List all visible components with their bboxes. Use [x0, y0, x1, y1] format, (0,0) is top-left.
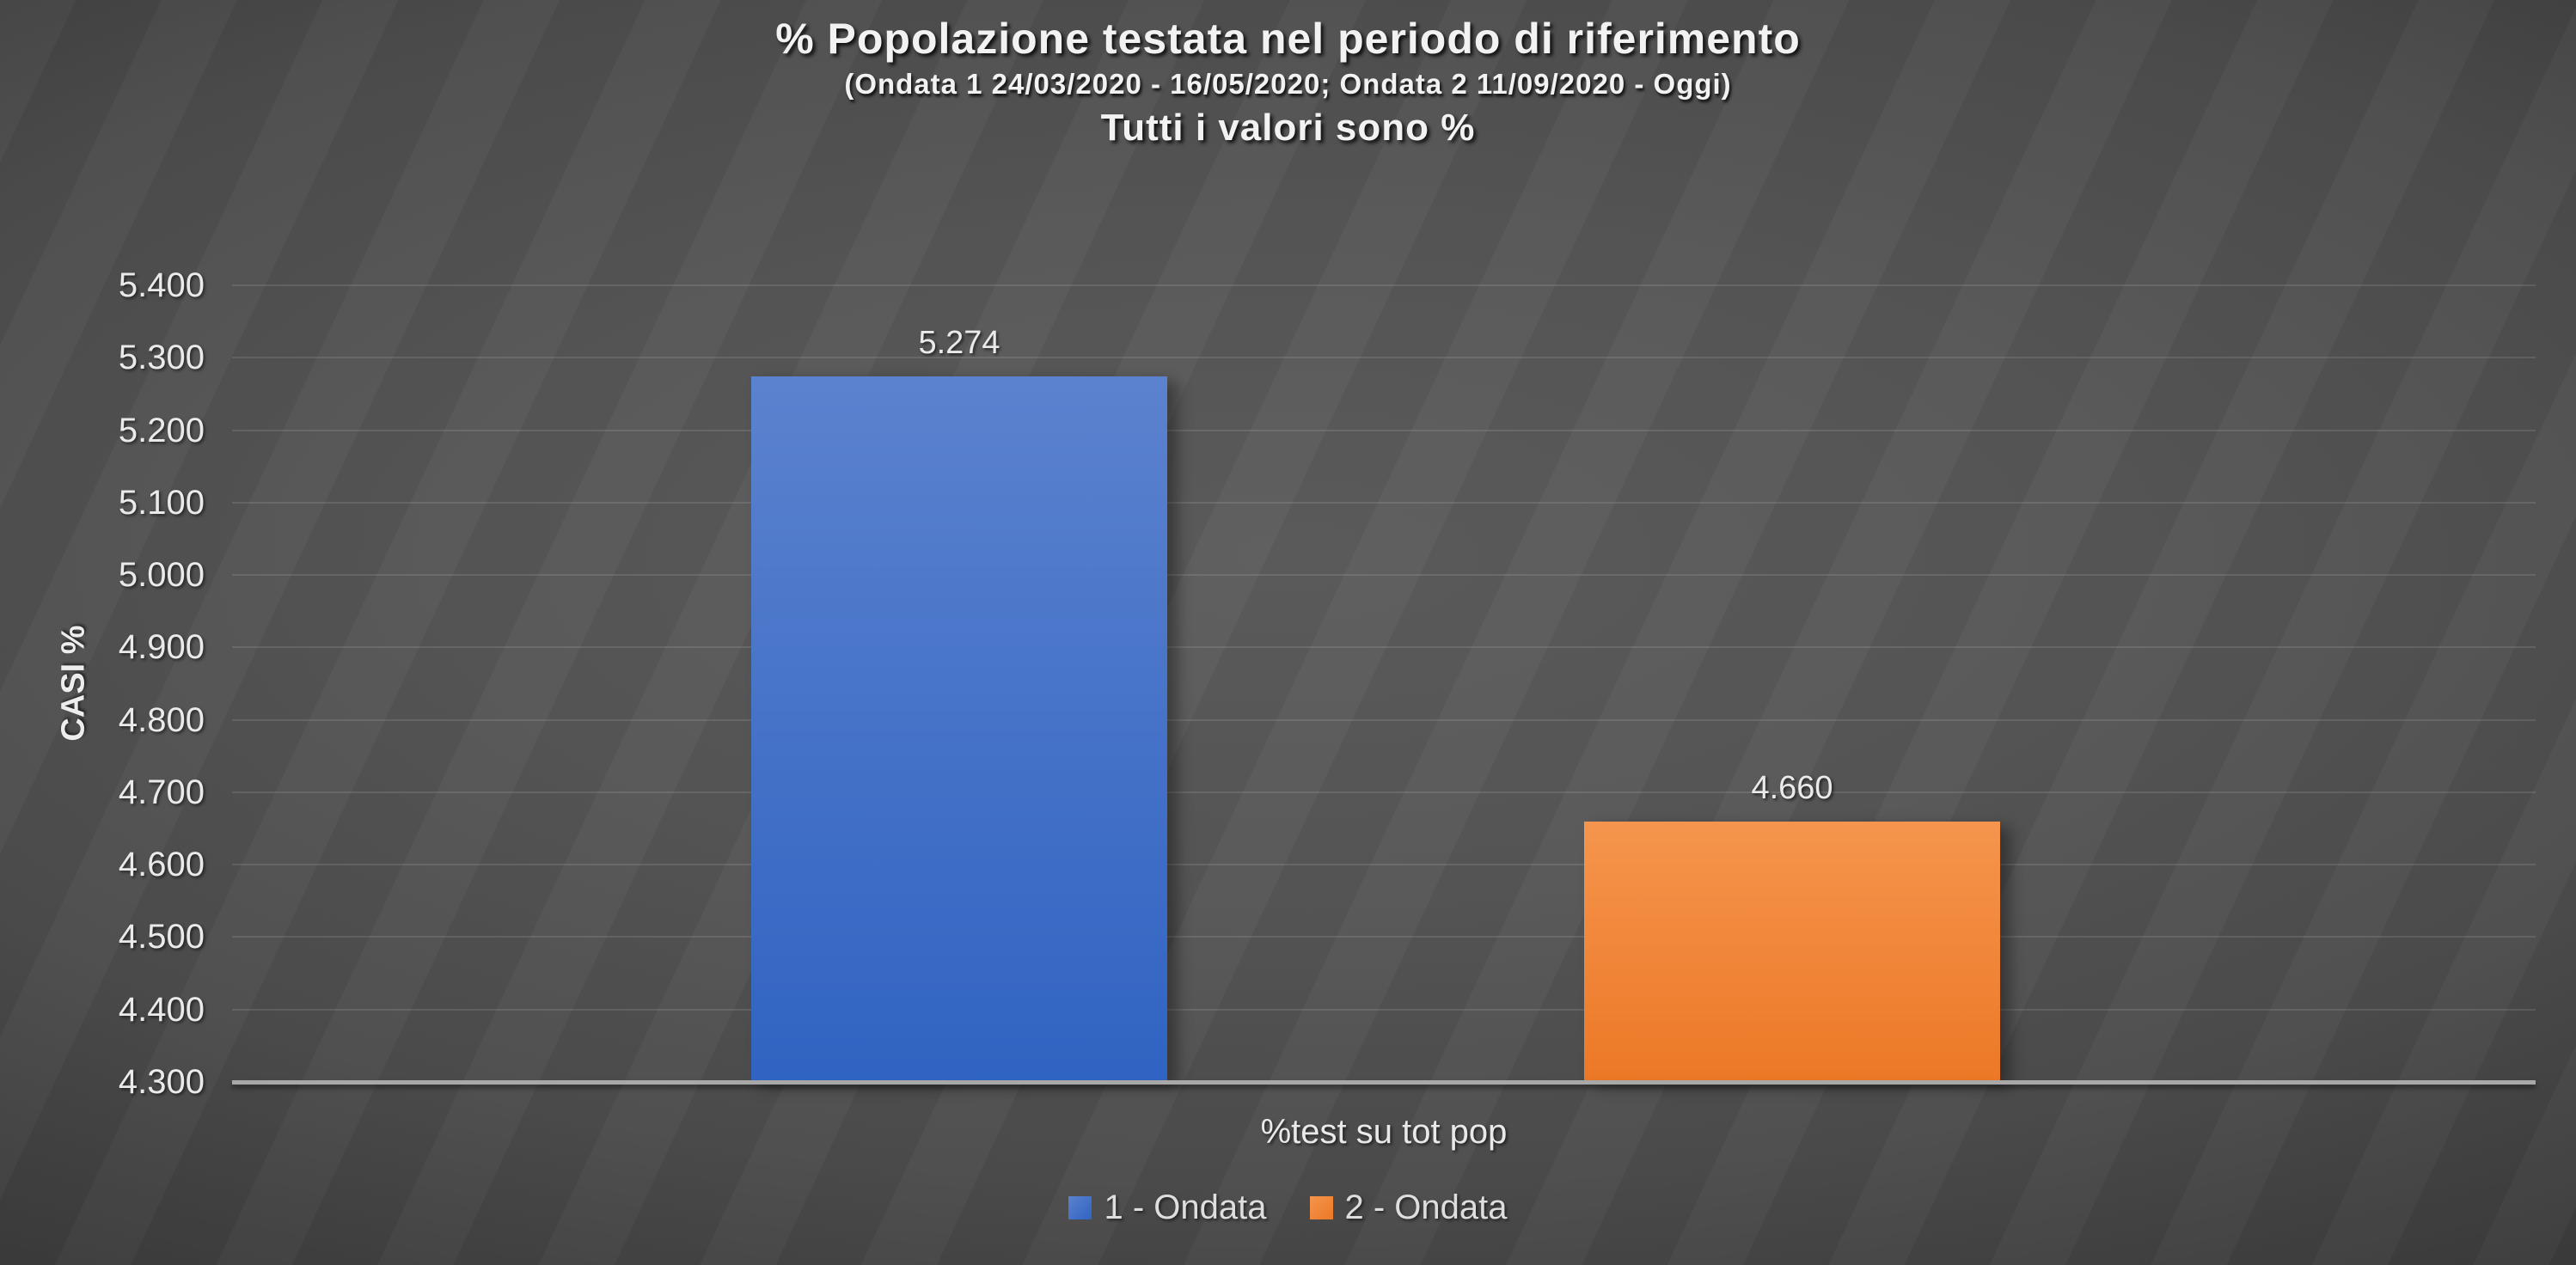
- legend-label: 2 - Ondata: [1344, 1189, 1508, 1226]
- plot-area: 5.274 4.660: [232, 284, 2536, 1085]
- gridline: [232, 1008, 2536, 1011]
- chart-title-block: % Popolazione testata nel periodo di rif…: [0, 12, 2576, 153]
- legend-item: 2 - Ondata: [1309, 1188, 1508, 1227]
- y-axis-tick-label: 5.400: [118, 266, 205, 304]
- bar-value-label: 4.660: [1751, 770, 1833, 806]
- x-axis-line: [232, 1080, 2536, 1085]
- y-axis-tick-label: 4.700: [118, 773, 205, 811]
- gridline: [232, 646, 2536, 649]
- y-axis-tick-label: 5.100: [118, 483, 205, 522]
- legend-item: 1 - Ondata: [1068, 1188, 1267, 1227]
- y-axis-tick-label: 4.800: [118, 700, 205, 739]
- legend: 1 - Ondata 2 - Ondata: [0, 1188, 2576, 1227]
- legend-label: 1 - Ondata: [1104, 1189, 1267, 1226]
- gridline: [232, 574, 2536, 577]
- chart-subtitle-2: Tutti i valori sono %: [1100, 107, 1476, 149]
- y-axis-tick-label: 4.900: [118, 628, 205, 667]
- y-axis-tick-label: 4.400: [118, 990, 205, 1029]
- gridline: [232, 284, 2536, 286]
- y-axis-tick-label: 5.200: [118, 411, 205, 449]
- legend-swatch-icon: [1068, 1195, 1092, 1219]
- bar-value-label: 5.274: [918, 325, 1000, 361]
- gridline: [232, 357, 2536, 359]
- gridline: [232, 936, 2536, 938]
- gridline: [232, 501, 2536, 504]
- gridline: [232, 864, 2536, 866]
- x-axis-category-label: %test su tot pop: [1260, 1113, 1508, 1151]
- y-axis-tick-label: 4.300: [118, 1063, 205, 1101]
- gridline: [232, 429, 2536, 431]
- y-axis-tick-label: 5.000: [118, 556, 205, 595]
- gridline: [232, 791, 2536, 793]
- bar-2---ondata: [1584, 822, 2000, 1082]
- y-axis-tick-label: 5.300: [118, 339, 205, 377]
- chart-subtitle: (Ondata 1 24/03/2020 - 16/05/2020; Ondat…: [844, 68, 1732, 100]
- y-axis-tick-label: 4.600: [118, 846, 205, 884]
- y-axis-tick-label: 4.500: [118, 918, 205, 956]
- legend-swatch-icon: [1309, 1195, 1333, 1219]
- bar-1---ondata: [751, 376, 1167, 1082]
- gridline: [232, 718, 2536, 721]
- chart-title: % Popolazione testata nel periodo di rif…: [775, 15, 1801, 63]
